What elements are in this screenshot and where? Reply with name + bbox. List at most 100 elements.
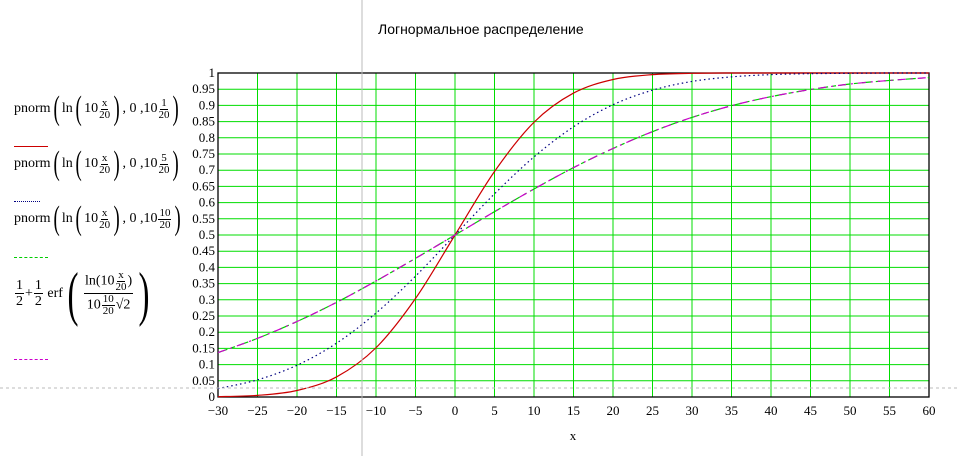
y-tick-label: 0.15 — [192, 340, 215, 355]
base: 10 — [84, 156, 99, 171]
fn-name: pnorm — [14, 211, 51, 226]
y-tick-label: 0.45 — [192, 243, 215, 258]
y-tick-label: 0.1 — [199, 357, 215, 372]
den: 20 — [99, 218, 111, 231]
x-tick-label: 60 — [923, 403, 936, 418]
exp: 5 20 — [158, 151, 170, 176]
sqrt: √2 — [115, 297, 131, 313]
num: 1 — [33, 278, 43, 294]
x-tick-label: 55 — [883, 403, 896, 418]
y-tick-label: 0.75 — [192, 146, 215, 161]
num: x — [100, 96, 109, 110]
exp: 1 20 — [158, 96, 170, 121]
y-tick-label: 0.8 — [199, 130, 215, 145]
y-tick-label: 0.2 — [199, 324, 215, 339]
ln: ln — [84, 273, 96, 289]
plus: + — [25, 285, 33, 301]
mu: , 0 , — [122, 101, 144, 116]
mu: , 0 , — [122, 156, 144, 171]
den: 2 — [34, 294, 42, 309]
legend-formula-1: pnorm(ln(10 x 20), 0 , 10 1 20) — [14, 90, 180, 127]
exp: x 20 — [99, 151, 110, 176]
y-tick-label: 0.05 — [192, 373, 215, 388]
x-tick-label: −25 — [247, 403, 267, 418]
num: 10 — [101, 293, 115, 306]
base: 10 — [143, 156, 158, 171]
den: 20 — [158, 108, 170, 121]
y-tick-label: 0.6 — [199, 195, 216, 210]
base: 10 — [143, 211, 158, 226]
base: 10 — [84, 101, 99, 116]
y-tick-label: 0.25 — [192, 308, 215, 323]
x-tick-label: 25 — [646, 403, 659, 418]
num: x — [117, 269, 125, 282]
y-tick-label: 0.5 — [199, 227, 215, 242]
den: 20 — [158, 163, 170, 176]
num: 1 — [160, 96, 168, 110]
legend-formula-3: pnorm(ln(10 x 20), 0 , 10 10 20) — [14, 200, 182, 237]
y-tick-label: 0.35 — [192, 276, 215, 291]
x-tick-label: 5 — [491, 403, 498, 418]
y-tick-label: 0.4 — [199, 259, 216, 274]
legend-swatch-blue — [14, 201, 40, 202]
x-tick-label: −20 — [287, 403, 307, 418]
exp: x 20 — [99, 206, 111, 231]
ln: ln — [61, 101, 73, 116]
num: 10 — [158, 206, 172, 220]
base: 10 — [86, 297, 101, 313]
den: 20 — [102, 305, 114, 317]
den: 20 — [115, 281, 127, 293]
x-tick-label: 30 — [686, 403, 699, 418]
x-tick-label: −30 — [208, 403, 228, 418]
legend-swatch-magenta — [14, 359, 48, 360]
y-tick-label: 0.3 — [199, 292, 215, 307]
legend-swatch-red — [14, 146, 48, 147]
num: 5 — [160, 151, 168, 165]
ln: ln — [61, 156, 73, 171]
ln: ln — [61, 211, 73, 226]
erf-den: 10 10 20 √2 — [87, 294, 131, 317]
y-tick-label: 0 — [209, 389, 216, 404]
x-tick-label: 15 — [567, 403, 580, 418]
y-tick-label: 0.9 — [199, 97, 215, 112]
x-tick-label: −5 — [409, 403, 423, 418]
x-tick-label: 10 — [528, 403, 541, 418]
y-tick-label: 0.65 — [192, 178, 215, 193]
x-tick-label: −10 — [366, 403, 386, 418]
fn-name: pnorm — [14, 156, 51, 171]
den: 20 — [99, 108, 111, 121]
den: 20 — [159, 218, 171, 231]
x-tick-label: 0 — [452, 403, 459, 418]
legend-formula-4: 1 2 +1 2 erf(ln(10 x 20) 10 10 20 √2) — [15, 260, 150, 327]
legend-swatch-green — [14, 257, 48, 258]
x-tick-label: 50 — [844, 403, 857, 418]
erf-num: ln(10 x 20) — [83, 269, 134, 294]
x-axis-label: x — [570, 428, 577, 443]
y-tick-label: 0.85 — [192, 114, 215, 129]
series-line-4 — [217, 76, 930, 354]
y-tick-label: 0.55 — [192, 211, 215, 226]
x-tick-label: 35 — [725, 403, 738, 418]
num: x — [100, 151, 109, 165]
fn-name: pnorm — [14, 101, 51, 116]
chart-title: Логнормальное распределение — [378, 21, 584, 37]
erf-arg: ln(10 x 20) 10 10 20 √2 — [83, 269, 134, 317]
mu: , 0 , — [122, 211, 144, 226]
y-tick-label: 0.95 — [192, 81, 215, 96]
y-tick-label: 1 — [209, 65, 216, 80]
plot-frame — [217, 72, 930, 398]
base: 10 — [84, 211, 99, 226]
num: x — [100, 206, 109, 220]
exp: 10 20 — [158, 206, 172, 231]
legend-formula-2: pnorm(ln(10 x 20), 0 , 10 5 20) — [14, 145, 180, 182]
x-tick-label: 45 — [804, 403, 817, 418]
series-line-1 — [217, 72, 929, 398]
y-tick-label: 0.7 — [199, 162, 216, 177]
x-tick-label: 20 — [607, 403, 620, 418]
base: 10 — [100, 273, 115, 289]
erf: erf — [47, 285, 63, 301]
num: 1 — [15, 278, 24, 294]
